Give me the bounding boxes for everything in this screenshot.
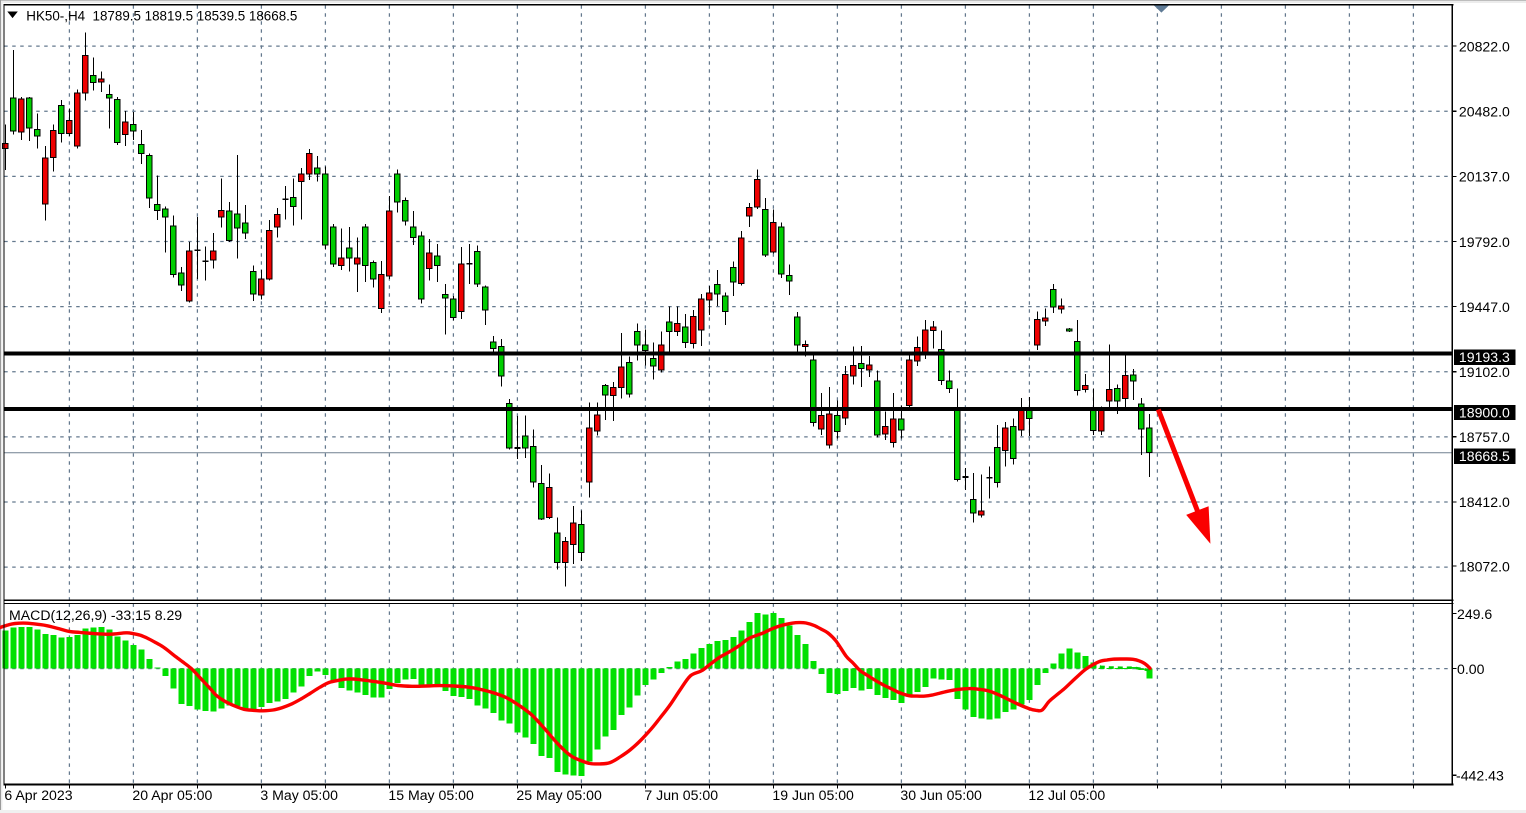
svg-text:19 Jun 05:00: 19 Jun 05:00 [772, 787, 854, 803]
svg-text:19193.3: 19193.3 [1459, 349, 1510, 365]
svg-text:20482.0: 20482.0 [1459, 104, 1510, 120]
svg-text:18757.0: 18757.0 [1459, 429, 1510, 445]
svg-text:249.6: 249.6 [1457, 606, 1492, 622]
svg-text:15 May 05:00: 15 May 05:00 [388, 787, 474, 803]
svg-text:19447.0: 19447.0 [1459, 299, 1510, 315]
svg-text:0.00: 0.00 [1457, 661, 1485, 677]
svg-text:18900.0: 18900.0 [1459, 404, 1510, 420]
svg-text:7 Jun 05:00: 7 Jun 05:00 [644, 787, 718, 803]
svg-text:19792.0: 19792.0 [1459, 234, 1510, 250]
svg-text:MACD(12,26,9) -33.15 8.29: MACD(12,26,9) -33.15 8.29 [9, 607, 182, 623]
svg-text:19102.0: 19102.0 [1459, 364, 1510, 380]
svg-text:18412.0: 18412.0 [1459, 494, 1510, 510]
svg-text:12 Jul 05:00: 12 Jul 05:00 [1028, 787, 1105, 803]
svg-text:6 Apr 2023: 6 Apr 2023 [4, 787, 72, 803]
svg-text:30 Jun 05:00: 30 Jun 05:00 [900, 787, 982, 803]
svg-text:20822.0: 20822.0 [1459, 38, 1510, 54]
svg-text:20137.0: 20137.0 [1459, 169, 1510, 185]
svg-text:18072.0: 18072.0 [1459, 558, 1510, 574]
svg-text:20 Apr 05:00: 20 Apr 05:00 [132, 787, 212, 803]
svg-text:HK50-,H4 18789.5 18819.5 1853: HK50-,H4 18789.5 18819.5 18539.5 18668.5 [26, 9, 297, 24]
svg-text:3 May 05:00: 3 May 05:00 [260, 787, 338, 803]
svg-text:18668.5: 18668.5 [1459, 448, 1510, 464]
svg-text:25 May 05:00: 25 May 05:00 [516, 787, 602, 803]
svg-text:-442.43: -442.43 [1456, 768, 1504, 784]
